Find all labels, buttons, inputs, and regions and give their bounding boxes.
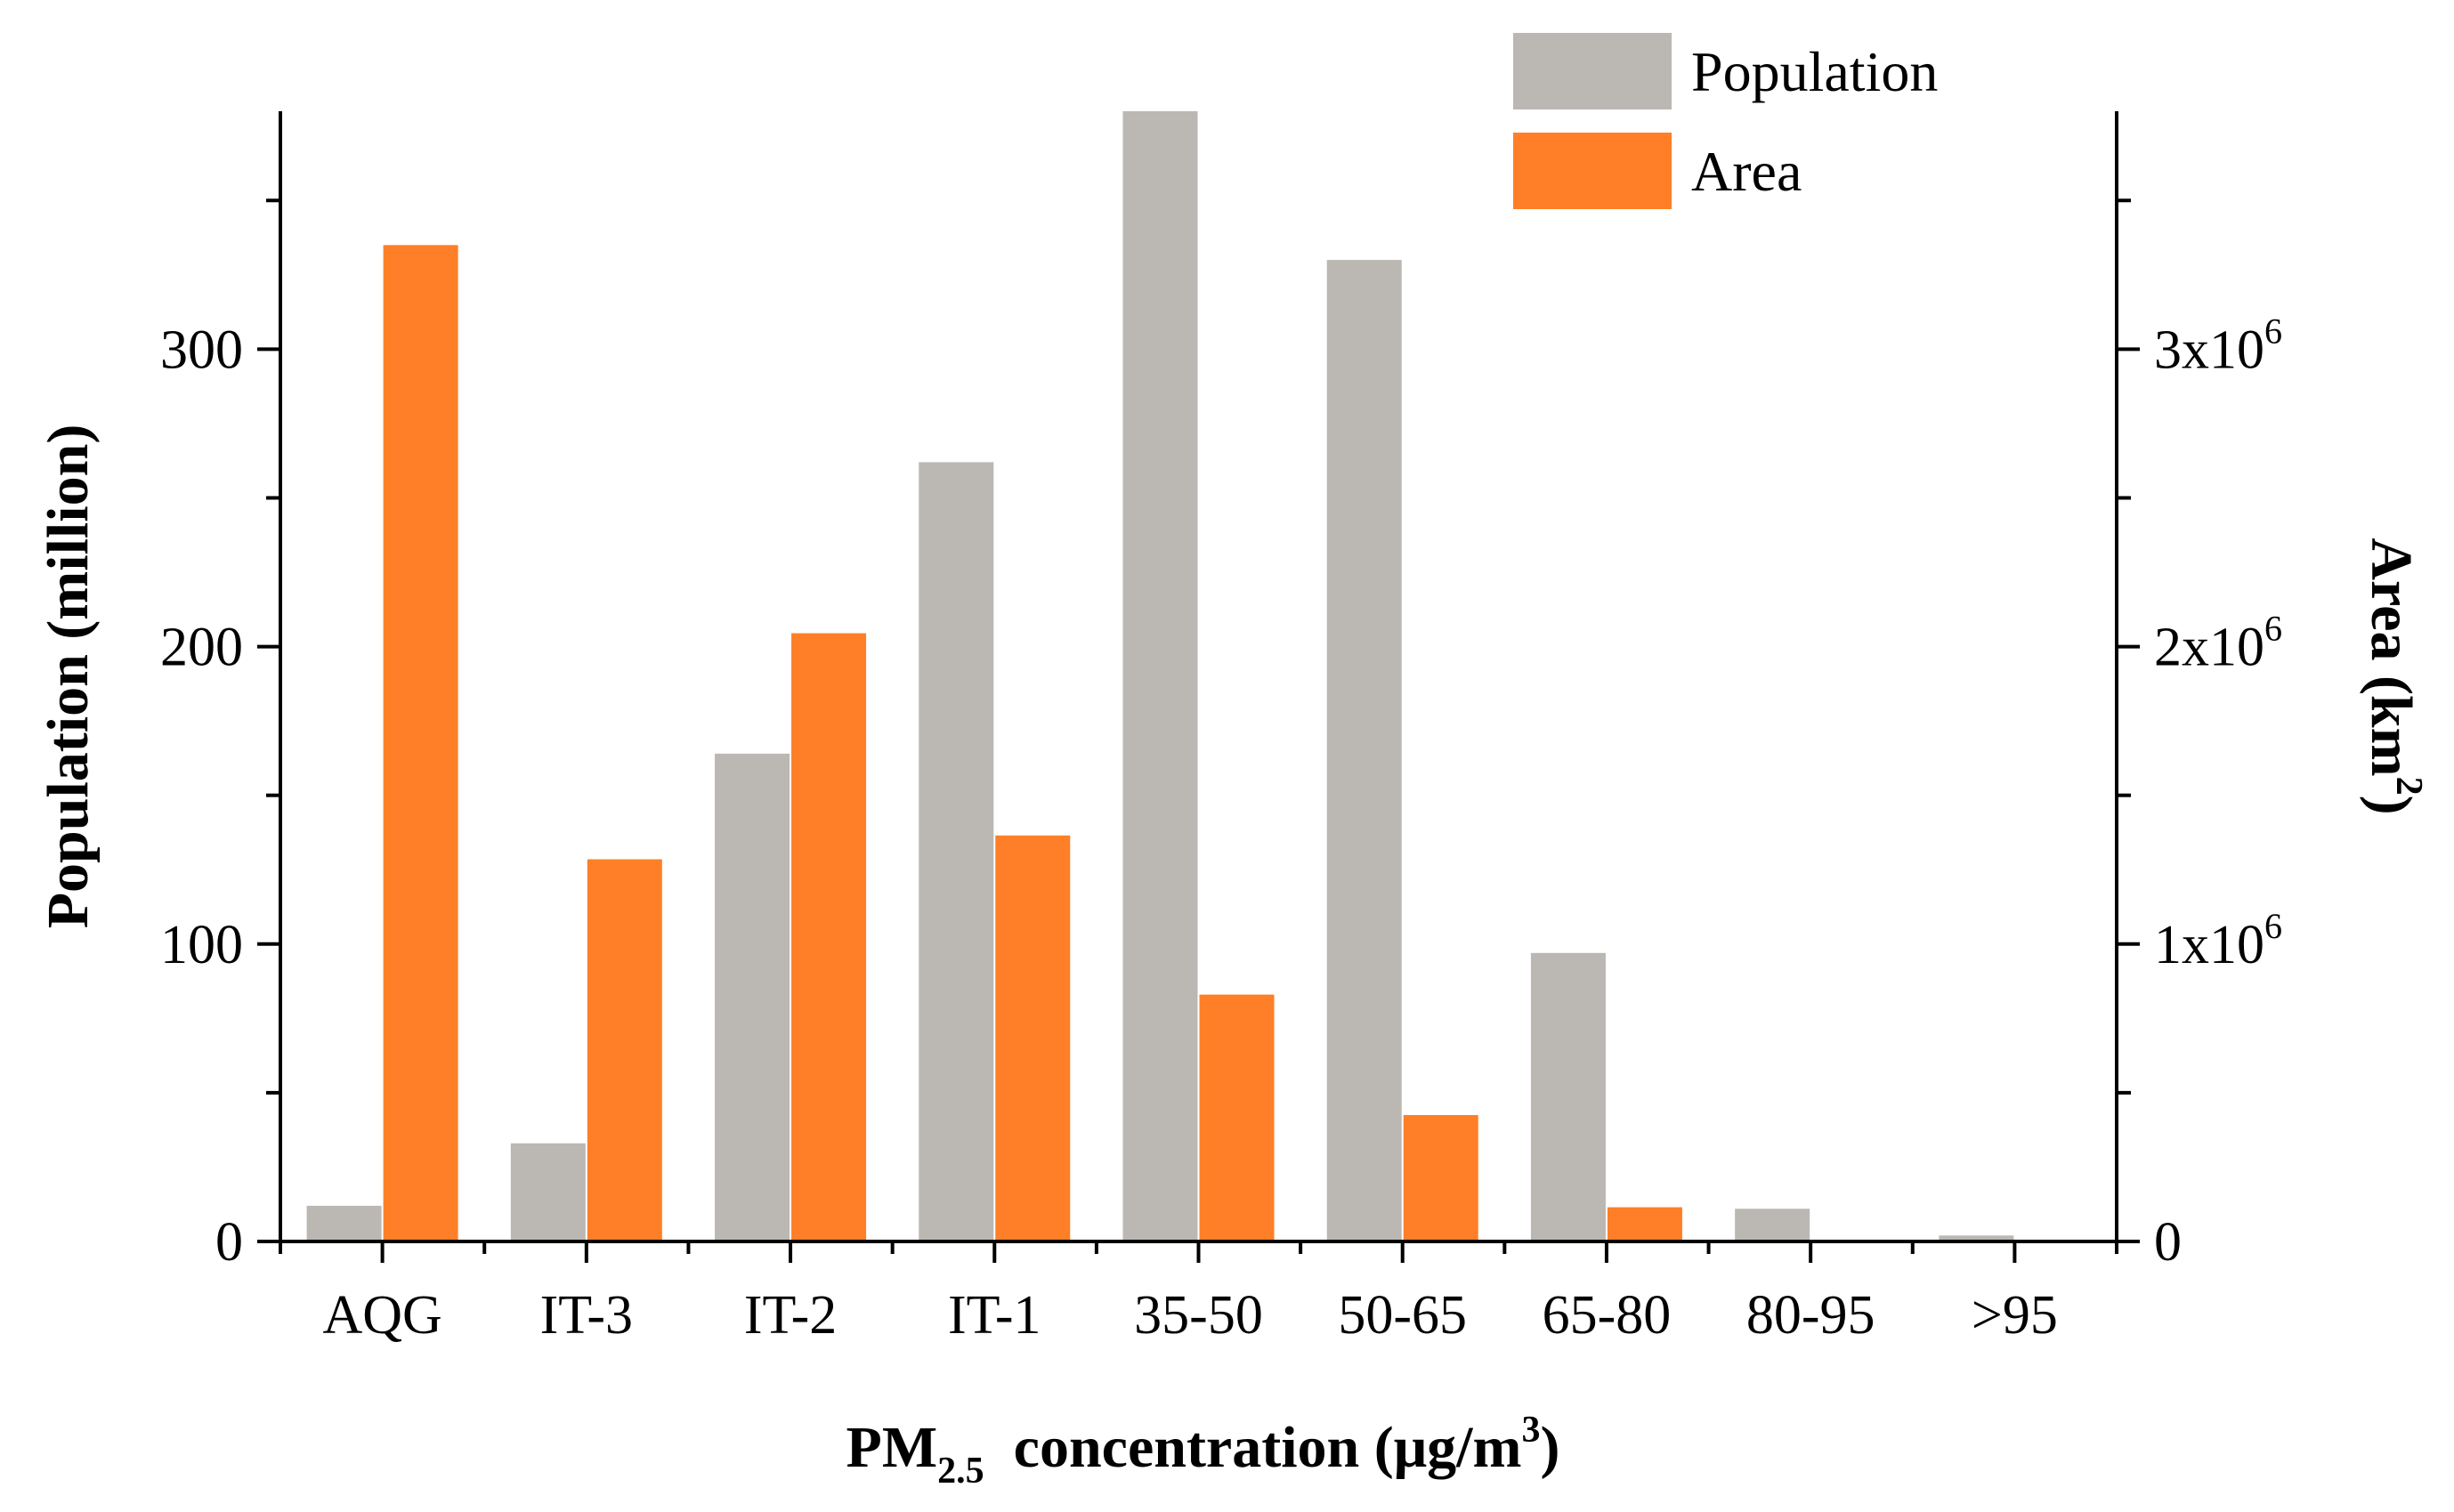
bar-area-1	[587, 859, 662, 1241]
right-axis-title: Area (km2)	[2359, 538, 2429, 814]
bar-population-7	[1735, 1209, 1810, 1241]
legend-swatch-area	[1513, 133, 1672, 209]
bar-area-5	[1403, 1114, 1478, 1241]
axis-titles: Population (million) Area (km2) PM2.5 conc…	[36, 424, 2429, 1492]
legend-label-area: Area	[1691, 140, 1802, 203]
x-tick-label-2: IT-2	[744, 1285, 837, 1346]
x-tick-label-3: IT-1	[948, 1285, 1041, 1346]
x-tick-label-8: >95	[1972, 1285, 2058, 1346]
bar-area-0	[383, 245, 458, 1241]
bar-population-2	[715, 753, 790, 1241]
x-tick-label-1: IT-3	[540, 1285, 633, 1346]
x-tick-label-0: AQG	[322, 1285, 441, 1346]
x-tick-label-7: 80-95	[1746, 1285, 1875, 1346]
bar-population-3	[919, 462, 994, 1241]
legend-label-population: Population	[1691, 40, 1938, 103]
bar-area-6	[1607, 1207, 1682, 1241]
left-tick-label-0: 0	[215, 1212, 243, 1273]
left-tick-label-2: 200	[160, 618, 243, 678]
x-tick-label-5: 50-65	[1338, 1285, 1467, 1346]
x-tick-label-4: 35-50	[1134, 1285, 1263, 1346]
x-axis-title: PM2.5 concentration (μg/m3)	[846, 1410, 1560, 1492]
right-tick-label-1: 1x106	[2154, 906, 2282, 975]
x-tick-label-6: 65-80	[1543, 1285, 1672, 1346]
bar-population-1	[510, 1143, 586, 1241]
bar-population-4	[1122, 111, 1198, 1241]
bar-population-5	[1326, 260, 1402, 1242]
left-tick-label-1: 100	[160, 915, 243, 975]
bar-area-4	[1199, 994, 1275, 1241]
bar-area-2	[791, 633, 867, 1241]
left-tick-label-3: 300	[160, 319, 243, 380]
legend: Population Area	[1513, 33, 1938, 209]
right-tick-label-2: 2x106	[2154, 609, 2282, 678]
left-axis-title: Population (million)	[36, 424, 101, 929]
axes-layer: 0 100 200 300 0 1x106 2x106 3x106 AQG IT-3 IT-2 IT-…	[160, 111, 2282, 1346]
bar-area-3	[995, 835, 1071, 1241]
bars-layer	[306, 111, 2014, 1242]
bar-population-0	[306, 1205, 382, 1241]
bar-population-6	[1530, 952, 1606, 1241]
bar-population-8	[1939, 1235, 2014, 1241]
right-tick-label-0: 0	[2154, 1212, 2182, 1273]
legend-swatch-population	[1513, 33, 1672, 109]
right-tick-label-3: 3x106	[2154, 311, 2282, 380]
